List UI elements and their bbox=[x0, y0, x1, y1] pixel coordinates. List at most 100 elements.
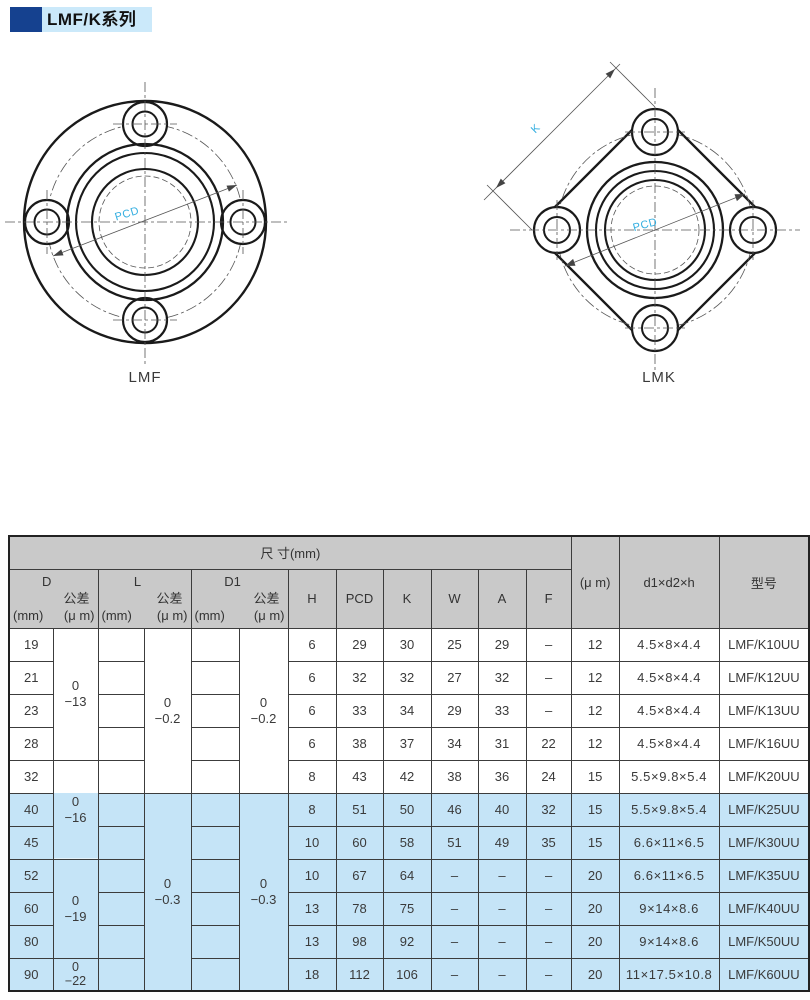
cell-h: 6 bbox=[287, 726, 337, 761]
cell-k: 50 bbox=[382, 792, 432, 827]
cell-um: 15 bbox=[570, 759, 620, 794]
cell-k: 42 bbox=[382, 759, 432, 794]
header-d-um: (μ m) bbox=[63, 608, 95, 623]
tolerance-top: 0 bbox=[71, 793, 80, 809]
cell-um: 20 bbox=[570, 891, 620, 926]
tolerance-top: 0 bbox=[71, 678, 80, 693]
cell-w: – bbox=[430, 858, 479, 893]
cell-k: 30 bbox=[382, 627, 432, 662]
cell-h: 10 bbox=[287, 825, 337, 860]
cell-d: 60 bbox=[8, 891, 54, 926]
cell-d: 23 bbox=[8, 693, 54, 728]
cell-pcd: 78 bbox=[335, 891, 384, 926]
cell-d1 bbox=[190, 825, 240, 860]
cell-k: 34 bbox=[382, 693, 432, 728]
cell-d1 bbox=[190, 693, 240, 728]
header-model-column: 型号 bbox=[718, 535, 810, 629]
header-l-tolerance: 公差 bbox=[156, 591, 183, 606]
cell-model: LMF/K50UU bbox=[718, 924, 810, 959]
cell-d1 bbox=[190, 627, 240, 662]
lmf-drawing: PCD LMF bbox=[5, 82, 287, 386]
table-row: 60 13 78 75 – – – 20 9×14×8.6 LMF/K40UU bbox=[8, 891, 810, 926]
cell-model: LMF/K35UU bbox=[718, 858, 810, 893]
cell-pcd: 98 bbox=[335, 924, 384, 959]
cell-d: 19 bbox=[8, 627, 54, 662]
table-row: 40 0 −0.3 0 −0.3 8 51 50 46 40 32 15 5.5… bbox=[8, 792, 810, 992]
cell-a: 31 bbox=[477, 726, 527, 761]
header-f: F bbox=[525, 568, 572, 629]
cell-screw: 4.5×8×4.4 bbox=[618, 660, 720, 695]
tolerance-bottom: −19 bbox=[64, 908, 87, 924]
tolerance-bottom: −16 bbox=[64, 809, 87, 825]
cell-pcd: 32 bbox=[335, 660, 384, 695]
tolerance-top: 0 bbox=[71, 892, 80, 908]
cell-screw: 4.5×8×4.4 bbox=[618, 693, 720, 728]
cell-a: 49 bbox=[477, 825, 527, 860]
title-accent-square bbox=[10, 7, 42, 32]
cell-l bbox=[97, 957, 145, 992]
table-row: 23 6 33 34 29 33 – 12 4.5×8×4.4 LMF/K13U… bbox=[8, 693, 810, 728]
title-highlight: LMF/K系列 bbox=[42, 7, 152, 32]
cell-a: 32 bbox=[477, 660, 527, 695]
header-d1-mm: (mm) bbox=[194, 608, 225, 623]
lmk-drawing: K PCD LMK bbox=[483, 61, 800, 386]
cell-um: 20 bbox=[570, 858, 620, 893]
cell-d: 21 bbox=[8, 660, 54, 695]
cell-k: 92 bbox=[382, 924, 432, 959]
table-row: 52 0 −19 10 67 64 – – – 20 6.6×11×6.5 LM… bbox=[8, 858, 810, 959]
cell-screw: 9×14×8.6 bbox=[618, 891, 720, 926]
cell-screw: 4.5×8×4.4 bbox=[618, 726, 720, 761]
cell-w: – bbox=[430, 924, 479, 959]
cell-w: – bbox=[430, 891, 479, 926]
cell-a: 36 bbox=[477, 759, 527, 794]
cell-d1 bbox=[190, 726, 240, 761]
header-k: K bbox=[382, 568, 432, 629]
header-l-um: (μ m) bbox=[156, 608, 188, 623]
cell-d-tolerance: 0 −16 bbox=[52, 759, 99, 860]
tolerance-top: 0 bbox=[259, 875, 268, 891]
cell-model: LMF/K16UU bbox=[718, 726, 810, 761]
cell-a: 29 bbox=[477, 627, 527, 662]
cell-pcd: 67 bbox=[335, 858, 384, 893]
cell-d: 40 bbox=[8, 792, 54, 827]
cell-d: 52 bbox=[8, 858, 54, 893]
cell-d1 bbox=[190, 759, 240, 794]
cell-l-tolerance: 0 −0.3 bbox=[143, 792, 192, 992]
cell-w: 29 bbox=[430, 693, 479, 728]
table-row: 32 0 −16 8 43 42 38 36 24 15 5.5×9.8×5.4… bbox=[8, 759, 810, 860]
header-d-tolerance: 公差 bbox=[63, 591, 90, 606]
cell-pcd: 43 bbox=[335, 759, 384, 794]
cell-h: 13 bbox=[287, 924, 337, 959]
cell-model: LMF/K10UU bbox=[718, 627, 810, 662]
cell-f: 24 bbox=[525, 759, 572, 794]
cell-l bbox=[97, 792, 145, 827]
tolerance-bottom: −22 bbox=[64, 974, 87, 989]
table-row: 90 0 −22 18 112 106 – – – 20 11×17.5×10.… bbox=[8, 957, 810, 992]
cell-model: LMF/K12UU bbox=[718, 660, 810, 695]
cell-w: – bbox=[430, 957, 479, 992]
cell-a: 33 bbox=[477, 693, 527, 728]
cell-screw: 11×17.5×10.8 bbox=[618, 957, 720, 992]
cell-w: 46 bbox=[430, 792, 479, 827]
header-d1-um: (μ m) bbox=[253, 608, 285, 623]
header-l: L 公差 (mm) (μ m) bbox=[97, 568, 192, 629]
tolerance-bottom: −13 bbox=[64, 694, 87, 709]
cell-d1 bbox=[190, 957, 240, 992]
cell-h: 8 bbox=[287, 759, 337, 794]
cell-l-tolerance: 0 −0.2 bbox=[143, 627, 192, 794]
cell-model: LMF/K25UU bbox=[718, 792, 810, 827]
header-d-mm: (mm) bbox=[13, 608, 44, 623]
cell-screw: 5.5×9.8×5.4 bbox=[618, 759, 720, 794]
lmk-pcd-dimension: PCD bbox=[564, 193, 746, 267]
cell-d: 80 bbox=[8, 924, 54, 959]
header-d1-tolerance: 公差 bbox=[253, 591, 280, 606]
cell-k: 64 bbox=[382, 858, 432, 893]
cell-a: 40 bbox=[477, 792, 527, 827]
cell-h: 6 bbox=[287, 660, 337, 695]
cell-f: – bbox=[525, 924, 572, 959]
cell-d1 bbox=[190, 660, 240, 695]
tolerance-bottom: −0.3 bbox=[154, 891, 181, 907]
cell-f: 22 bbox=[525, 726, 572, 761]
lmk-k-label: K bbox=[529, 122, 543, 136]
lmf-pcd-label: PCD bbox=[114, 205, 141, 224]
